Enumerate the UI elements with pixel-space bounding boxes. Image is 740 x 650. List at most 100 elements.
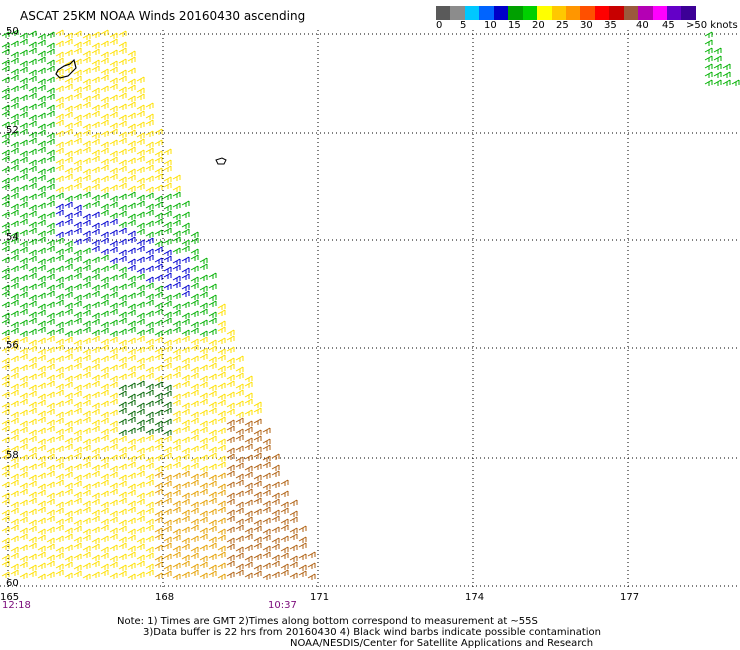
wind-barb [37, 174, 46, 181]
wind-barb [10, 192, 19, 199]
wind-barb [28, 249, 37, 256]
wind-barb [28, 542, 37, 549]
wind-barb [289, 516, 298, 523]
wind-barb [64, 347, 73, 354]
wind-barb [172, 354, 181, 361]
wind-barb [163, 429, 172, 436]
wind-barb [136, 346, 145, 353]
wind-barb [1, 239, 10, 246]
wind-barb [10, 113, 19, 120]
wind-barb [226, 408, 235, 415]
wind-barb [172, 472, 181, 479]
wind-barb [37, 275, 46, 282]
wind-barb [55, 119, 64, 126]
wind-barb [28, 317, 37, 324]
wind-barb [55, 473, 64, 480]
wind-barb [28, 227, 37, 234]
wind-barb [253, 553, 262, 560]
wind-barb [163, 339, 172, 346]
wind-barb [136, 222, 145, 229]
wind-barb [704, 71, 713, 78]
wind-barb [154, 375, 163, 382]
wind-barb [163, 210, 172, 217]
wind-barb [181, 245, 190, 252]
wind-barb [208, 525, 217, 532]
wind-barb [190, 366, 199, 373]
wind-barb [109, 364, 118, 371]
wind-barb [91, 391, 100, 398]
wind-barb [10, 445, 19, 452]
scale-label: 30 [580, 20, 593, 31]
wind-barb [64, 516, 73, 523]
time-label-left: 12:18 [2, 600, 31, 611]
wind-barb [37, 101, 46, 108]
wind-barb [19, 437, 28, 444]
wind-barb [163, 328, 172, 335]
wind-barb [73, 508, 82, 515]
wind-barb [91, 222, 100, 229]
wind-barb [46, 239, 55, 246]
wind-barb [28, 114, 37, 121]
wind-barb [217, 309, 226, 316]
wind-barb [145, 428, 154, 435]
wind-barb [10, 479, 19, 486]
latitude-label: 54 [6, 232, 19, 243]
wind-barb [172, 247, 181, 254]
wind-barb [91, 31, 100, 38]
wind-barb [100, 546, 109, 553]
wind-barb [109, 319, 118, 326]
wind-barb [64, 437, 73, 444]
wind-barb [64, 302, 73, 309]
wind-barb [82, 247, 91, 254]
wind-barb [118, 525, 127, 532]
wind-barb [154, 426, 163, 433]
wind-barb [91, 132, 100, 139]
wind-barb [713, 63, 722, 70]
wind-barb [1, 48, 10, 55]
wind-barb [118, 418, 127, 425]
wind-barb [118, 339, 127, 346]
wind-barb [10, 40, 19, 47]
wind-barb [109, 139, 118, 146]
wind-barb [1, 177, 10, 184]
wind-barb [46, 419, 55, 426]
wind-barb [1, 554, 10, 561]
note-line-1: Note: 1) Times are GMT 2)Times along bot… [117, 616, 538, 627]
wind-barb [19, 246, 28, 253]
wind-barb [136, 515, 145, 522]
wind-barb [64, 499, 73, 506]
wind-barb [10, 29, 19, 36]
wind-barb [145, 434, 154, 441]
wind-barb [10, 147, 19, 154]
wind-barb [28, 182, 37, 189]
wind-barb [28, 446, 37, 453]
wind-barb [37, 281, 46, 288]
wind-barb [127, 326, 136, 333]
wind-barb [1, 346, 10, 353]
wind-barb [100, 524, 109, 531]
wind-barb [199, 291, 208, 298]
wind-barb [127, 157, 136, 164]
wind-barb [127, 461, 136, 468]
wind-barb [154, 561, 163, 568]
scale-label: 5 [460, 20, 467, 31]
wind-barb [118, 317, 127, 324]
wind-barb [82, 281, 91, 288]
time-label-right: 10:37 [268, 600, 297, 611]
wind-barb [217, 382, 226, 389]
wind-barb [136, 284, 145, 291]
wind-barb [190, 552, 199, 559]
wind-barb [704, 55, 713, 62]
wind-barb [109, 128, 118, 135]
wind-barb [226, 464, 235, 471]
wind-barb [28, 176, 37, 183]
wind-barb [154, 184, 163, 191]
wind-barb [64, 105, 73, 112]
wind-barb [145, 299, 154, 306]
wind-barb [154, 533, 163, 540]
wind-barb [64, 257, 73, 264]
wind-barb [127, 185, 136, 192]
wind-barb [145, 220, 154, 227]
wind-barb [127, 483, 136, 490]
wind-barb [235, 366, 244, 373]
